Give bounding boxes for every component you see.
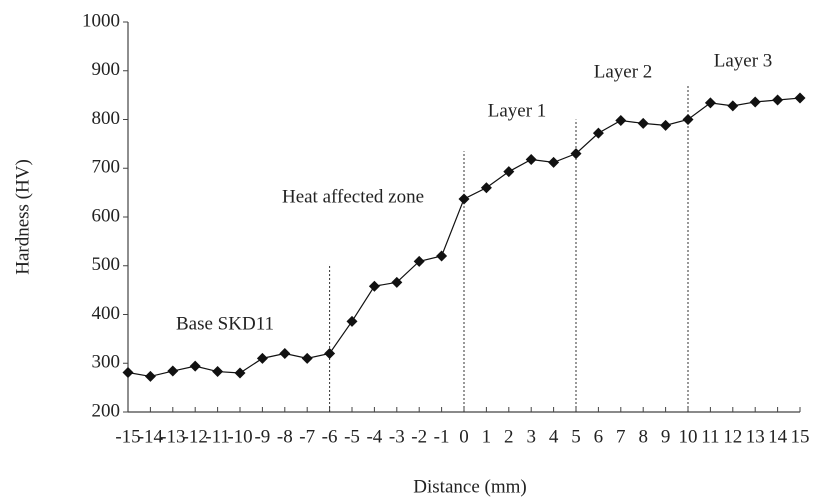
x-tick-label: -1 bbox=[434, 426, 450, 447]
data-point bbox=[413, 255, 425, 267]
x-tick-label: 8 bbox=[638, 426, 648, 447]
data-point bbox=[704, 97, 716, 109]
data-point bbox=[144, 370, 156, 382]
annotation: Layer 2 bbox=[594, 61, 653, 82]
data-point bbox=[749, 96, 761, 108]
data-point bbox=[279, 348, 291, 359]
data-point bbox=[122, 367, 134, 379]
x-tick-label: 4 bbox=[549, 426, 559, 447]
y-tick-label: 200 bbox=[92, 400, 121, 421]
y-tick-label: 300 bbox=[92, 352, 121, 373]
data-point bbox=[682, 114, 694, 125]
y-tick-label: 800 bbox=[92, 108, 121, 129]
data-point bbox=[503, 166, 515, 178]
data-point bbox=[189, 360, 201, 372]
y-tick-label: 500 bbox=[92, 254, 121, 275]
x-tick-label: -7 bbox=[299, 426, 315, 447]
data-point bbox=[324, 348, 336, 359]
data-point bbox=[167, 365, 179, 377]
x-tick-label: -5 bbox=[344, 426, 360, 447]
data-point bbox=[548, 156, 560, 168]
data-point bbox=[480, 182, 492, 194]
x-tick-label: 6 bbox=[594, 426, 604, 447]
y-axis-label: Hardness (HV) bbox=[12, 159, 33, 275]
y-tick-label: 400 bbox=[92, 303, 121, 324]
x-tick-label: 15 bbox=[791, 426, 810, 447]
x-tick-label: -12 bbox=[183, 426, 208, 447]
annotation: Layer 1 bbox=[488, 100, 547, 121]
x-tick-label: -14 bbox=[138, 426, 164, 447]
y-tick-label: 600 bbox=[92, 205, 121, 226]
data-point bbox=[794, 92, 806, 104]
x-tick-label: 13 bbox=[746, 426, 765, 447]
annotation: Heat affected zone bbox=[282, 186, 424, 207]
y-tick-label: 700 bbox=[92, 157, 121, 178]
x-tick-label: 2 bbox=[504, 426, 514, 447]
x-tick-label: -3 bbox=[389, 426, 405, 447]
data-point bbox=[615, 114, 627, 126]
x-tick-label: 10 bbox=[679, 426, 698, 447]
data-point bbox=[346, 315, 358, 327]
data-point bbox=[727, 100, 739, 112]
x-tick-label: 12 bbox=[723, 426, 742, 447]
x-tick-label: -9 bbox=[254, 426, 270, 447]
x-tick-label: -2 bbox=[411, 426, 427, 447]
data-point bbox=[212, 366, 224, 378]
data-point bbox=[637, 117, 649, 129]
data-point bbox=[256, 352, 268, 364]
data-point bbox=[660, 119, 672, 131]
x-tick-label: 7 bbox=[616, 426, 626, 447]
data-point bbox=[436, 250, 448, 262]
x-tick-label: -6 bbox=[322, 426, 338, 447]
x-tick-label: 11 bbox=[701, 426, 719, 447]
x-axis-label: Distance (mm) bbox=[413, 476, 526, 497]
y-tick-label: 900 bbox=[92, 59, 121, 80]
data-point bbox=[592, 127, 604, 139]
x-tick-label: -11 bbox=[205, 426, 230, 447]
x-tick-label: 5 bbox=[571, 426, 581, 447]
x-tick-label: 0 bbox=[459, 426, 469, 447]
data-point bbox=[234, 367, 246, 379]
data-point bbox=[772, 94, 784, 106]
data-point bbox=[570, 148, 582, 160]
x-tick-label: 9 bbox=[661, 426, 671, 447]
x-tick-label: -8 bbox=[277, 426, 293, 447]
y-tick-label: 1000 bbox=[82, 10, 120, 31]
data-point bbox=[301, 352, 313, 364]
data-point bbox=[391, 276, 403, 288]
data-point bbox=[368, 280, 380, 292]
x-tick-label: 14 bbox=[768, 426, 788, 447]
x-tick-label: -13 bbox=[160, 426, 185, 447]
x-tick-label: -15 bbox=[115, 426, 140, 447]
x-tick-label: -10 bbox=[227, 426, 252, 447]
x-tick-label: 1 bbox=[482, 426, 492, 447]
data-point bbox=[458, 193, 470, 205]
annotation: Layer 3 bbox=[714, 50, 773, 71]
x-tick-label: -4 bbox=[366, 426, 382, 447]
annotation: Base SKD11 bbox=[176, 313, 274, 334]
data-point bbox=[525, 153, 537, 165]
x-tick-label: 3 bbox=[526, 426, 536, 447]
